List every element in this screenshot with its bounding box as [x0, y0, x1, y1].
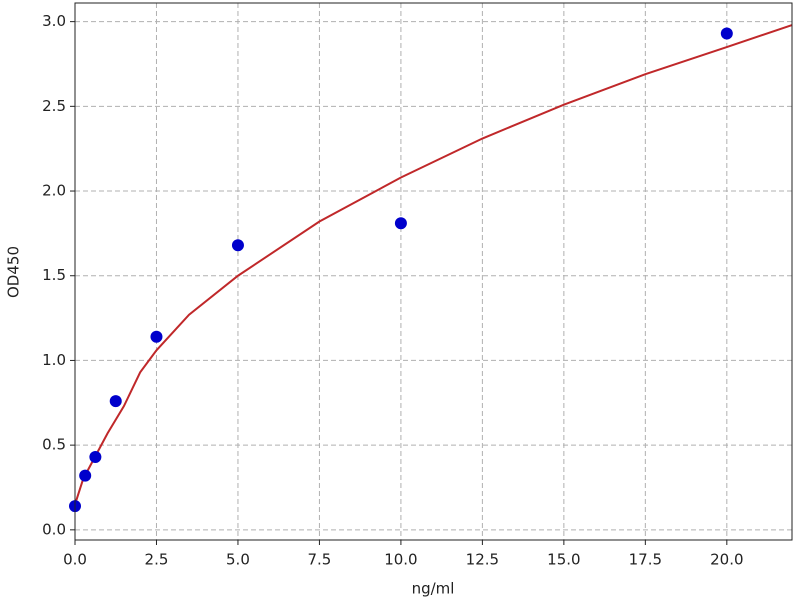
- y-tick-label: 1.0: [42, 351, 66, 369]
- x-tick-label: 17.5: [629, 551, 662, 569]
- x-tick-label: 7.5: [308, 551, 332, 569]
- y-tick-label: 2.0: [42, 182, 66, 200]
- y-tick-label: 2.5: [42, 97, 66, 115]
- y-tick-label: 1.5: [42, 266, 66, 284]
- data-point: [394, 217, 407, 230]
- fit-curve: [75, 24, 792, 505]
- data-point: [89, 450, 102, 463]
- x-tick-label: 10.0: [384, 551, 417, 569]
- data-point: [79, 469, 92, 482]
- x-tick-label: 5.0: [226, 551, 250, 569]
- data-point: [720, 27, 733, 40]
- x-tick-label: 0.0: [63, 551, 87, 569]
- y-tick-label: 0.5: [42, 436, 66, 454]
- data-point: [231, 239, 244, 252]
- x-tick-label: 2.5: [145, 551, 169, 569]
- x-tick-label: 15.0: [547, 551, 580, 569]
- x-axis-label: ng/ml: [412, 580, 455, 598]
- x-tick-label: 20.0: [710, 551, 743, 569]
- y-tick-label: 0.0: [42, 520, 66, 538]
- y-tick-label: 3.0: [42, 12, 66, 30]
- y-axis-label: OD450: [5, 246, 23, 298]
- plot-frame: [74, 2, 793, 541]
- data-point: [150, 330, 163, 343]
- x-tick-label: 12.5: [466, 551, 499, 569]
- data-point: [109, 395, 122, 408]
